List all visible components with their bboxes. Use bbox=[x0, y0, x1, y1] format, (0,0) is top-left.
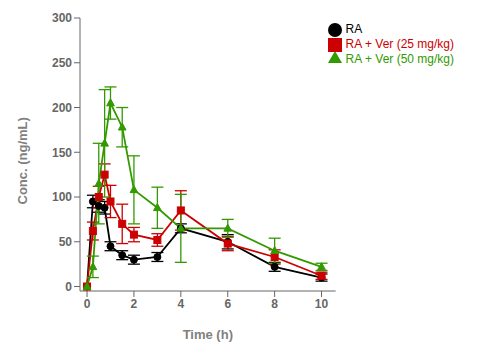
svg-text:50: 50 bbox=[59, 235, 73, 249]
svg-text:0: 0 bbox=[65, 280, 72, 294]
svg-text:4: 4 bbox=[177, 297, 184, 311]
svg-text:Time (h): Time (h) bbox=[183, 327, 233, 342]
svg-text:200: 200 bbox=[52, 101, 72, 115]
html-text:RA + Ver (50 mg/kg): RA + Ver (50 mg/kg) bbox=[345, 51, 454, 66]
svg-text:150: 150 bbox=[52, 146, 72, 160]
svg-text:8: 8 bbox=[271, 297, 278, 311]
svg-text:Conc. (ng/mL): Conc. (ng/mL) bbox=[15, 117, 30, 204]
svg-text:0: 0 bbox=[84, 297, 91, 311]
svg-text:300: 300 bbox=[52, 11, 72, 25]
svg-text:100: 100 bbox=[52, 190, 72, 204]
svg-text:6: 6 bbox=[224, 297, 231, 311]
html-text:RA: RA bbox=[345, 22, 363, 36]
html-text:RA + Ver (25 mg/kg): RA + Ver (25 mg/kg) bbox=[345, 36, 454, 51]
svg-text:2: 2 bbox=[131, 297, 138, 311]
svg-text:10: 10 bbox=[315, 297, 329, 311]
svg-text:250: 250 bbox=[52, 56, 72, 70]
